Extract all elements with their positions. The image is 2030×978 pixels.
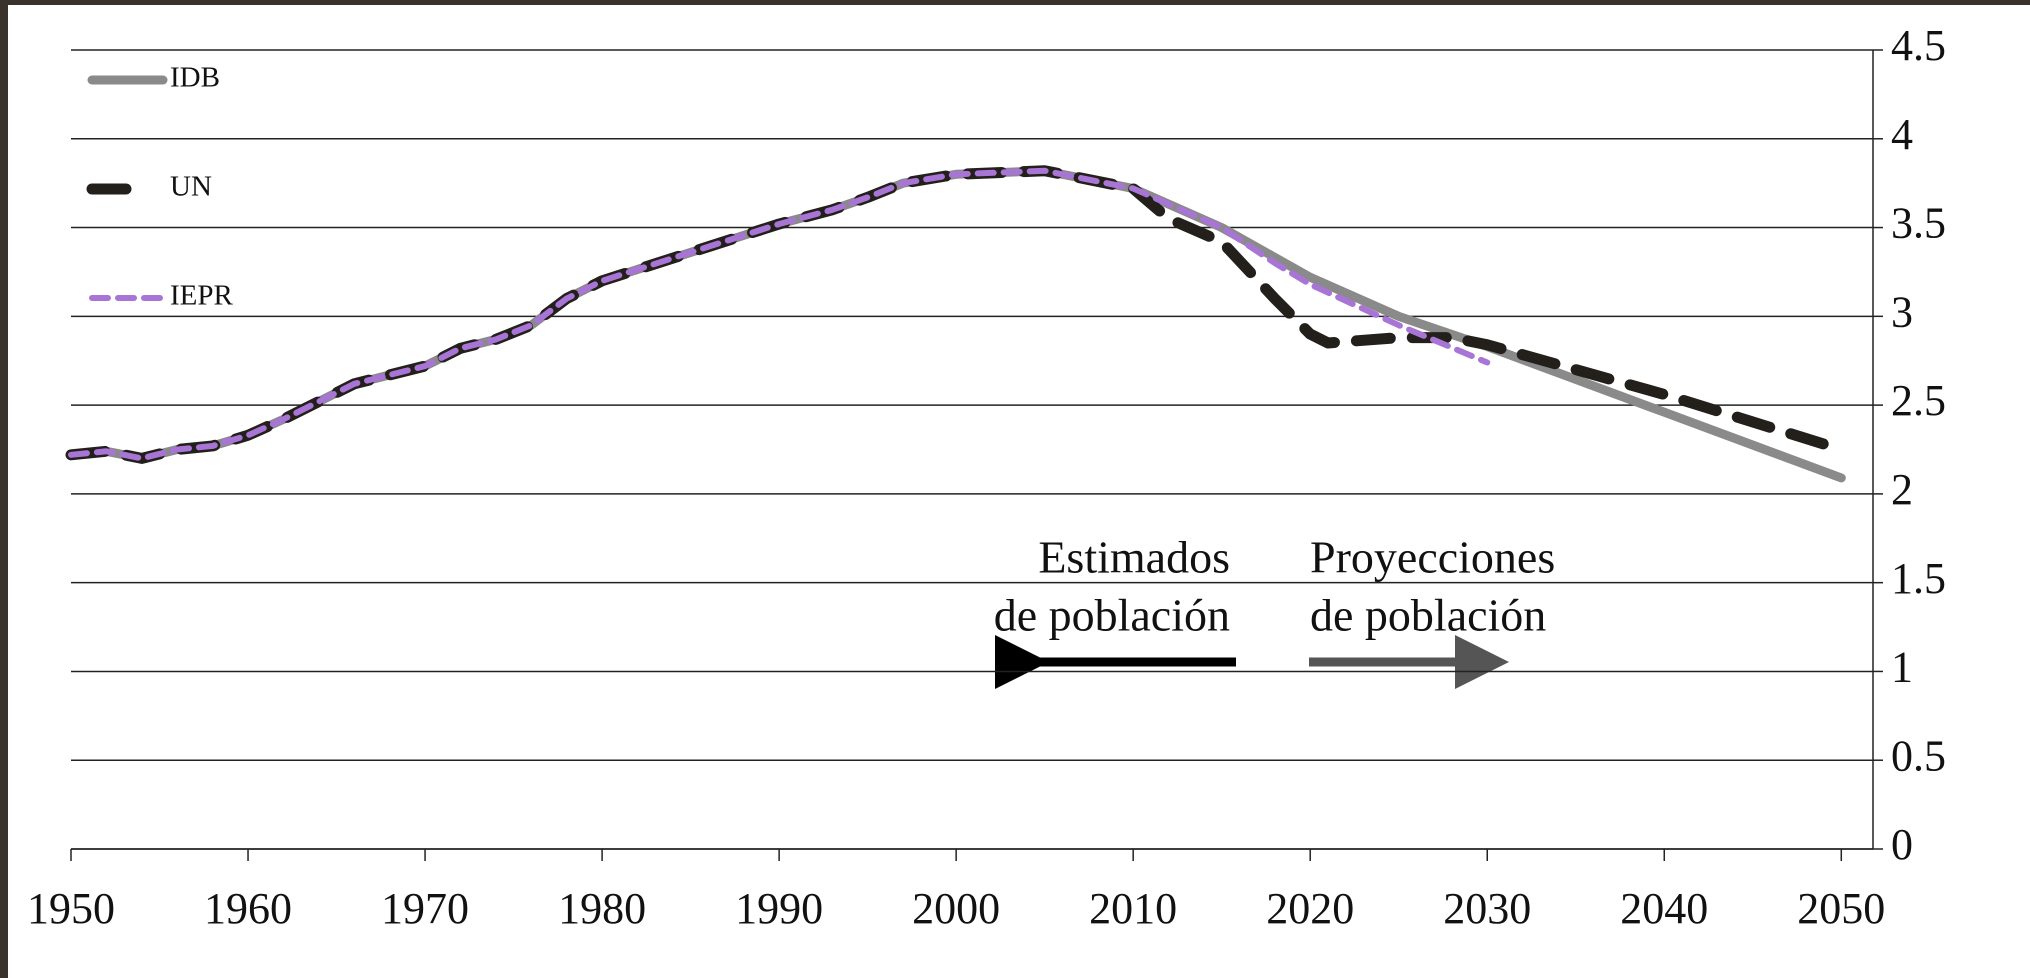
legend-label: IDB (170, 62, 220, 94)
y-tick-label: 0 (1891, 820, 1913, 869)
y-tick-label: 1.5 (1891, 554, 1946, 603)
y-tick-label: 2 (1891, 465, 1913, 514)
y-tick-label: 4.5 (1891, 21, 1946, 70)
x-tick-label: 2030 (1443, 884, 1531, 933)
y-tick-label: 3.5 (1891, 199, 1946, 248)
y-tick-label: 4 (1891, 110, 1913, 159)
x-tick-label: 2050 (1797, 884, 1885, 933)
y-tick-label: 2.5 (1891, 376, 1946, 425)
x-tick-label: 2010 (1089, 884, 1177, 933)
y-tick-label: 0.5 (1891, 731, 1946, 780)
x-tick-label: 1960 (204, 884, 292, 933)
annotation: de población (1310, 590, 1546, 641)
frame-left (0, 0, 8, 978)
frame-top (0, 0, 2030, 5)
x-tick-label: 1980 (558, 884, 646, 933)
legend-label: UN (170, 171, 212, 203)
x-tick-label: 2000 (912, 884, 1000, 933)
x-tick-label: 1970 (381, 884, 469, 933)
y-tick-label: 3 (1891, 287, 1913, 336)
y-tick-label: 1 (1891, 643, 1913, 692)
annotation: Estimados (1038, 532, 1230, 583)
x-tick-label: 1950 (27, 884, 115, 933)
series-line (68, 167, 1491, 462)
legend-label: IEPR (170, 280, 234, 312)
annotation: Proyecciones (1310, 532, 1555, 583)
annotation: de población (994, 590, 1230, 641)
x-tick-label: 1990 (735, 884, 823, 933)
x-tick-label: 2020 (1266, 884, 1354, 933)
x-tick-label: 2040 (1620, 884, 1708, 933)
